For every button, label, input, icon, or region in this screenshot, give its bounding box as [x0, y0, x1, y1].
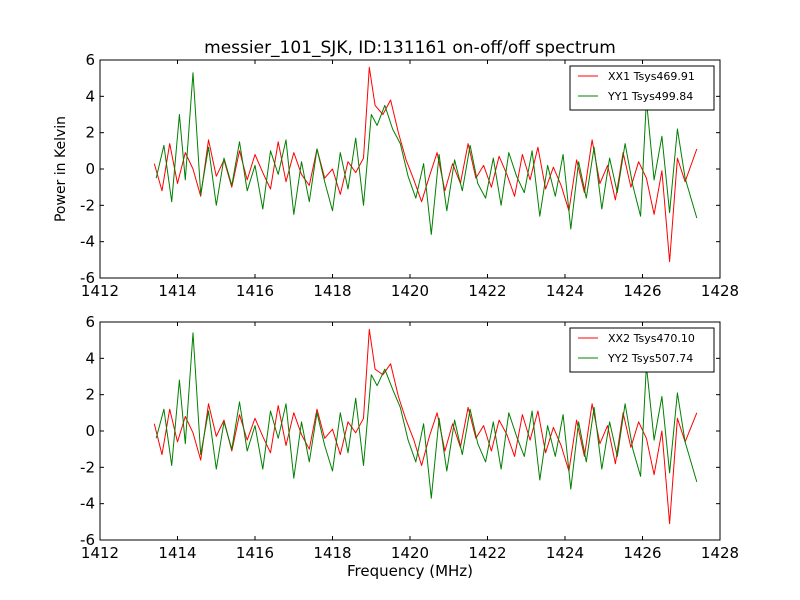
y-tick-label: 4: [85, 349, 95, 367]
x-tick-label: 1418: [313, 544, 351, 562]
y-tick-label: 0: [85, 422, 95, 440]
y-tick-label: 2: [85, 386, 95, 404]
x-tick-label: 1428: [701, 282, 739, 300]
x-tick-label: 1412: [81, 282, 119, 300]
x-tick-label: 1424: [546, 544, 584, 562]
legend: XX1 Tsys469.91 YY1 Tsys499.84: [569, 65, 715, 111]
y-tick-label: 4: [85, 87, 95, 105]
legend-entry-label: XX2 Tsys470.10: [608, 332, 695, 345]
x-tick-label: 1426: [623, 282, 661, 300]
top-y-axis-label: Power in Kelvin: [53, 116, 69, 222]
x-tick-label: 1416: [236, 282, 274, 300]
bottom-plot-area: 1412 1414 1416 1418 1420 1422 1424 1426 1428 -6 -4…: [80, 313, 739, 562]
x-tick-label: 1424: [546, 282, 584, 300]
legend-box: [569, 65, 715, 111]
legend-entry-label: YY1 Tsys499.84: [607, 90, 693, 103]
series-line-2: [155, 332, 698, 499]
series-line-2: [155, 72, 698, 235]
top-plot-area: 1412 1414 1416 1418 1420 1422 1424 1426 1428 -6 -4…: [80, 51, 739, 300]
y-tick-label: 6: [85, 313, 95, 331]
x-tick-label: 1416: [236, 544, 274, 562]
x-tick-label: 1418: [313, 282, 351, 300]
x-tick-label: 1414: [158, 544, 196, 562]
top-chart-title: messier_101_SJK, ID:131161 on-off/off sp…: [204, 38, 616, 58]
legend-entry-label: XX1 Tsys469.91: [608, 70, 695, 83]
y-tick-label: -6: [80, 269, 95, 287]
y-tick-label: 6: [85, 51, 95, 69]
y-tick-label: -6: [80, 531, 95, 549]
x-tick-label: 1420: [391, 544, 429, 562]
top-panel: messier_101_SJK, ID:131161 on-off/off sp…: [53, 38, 739, 300]
x-tick-label: 1422: [468, 544, 506, 562]
x-tick-label: 1428: [701, 544, 739, 562]
legend-entry-label: YY2 Tsys507.74: [607, 352, 693, 365]
y-tick-label: 0: [85, 160, 95, 178]
x-tick-label: 1422: [468, 282, 506, 300]
bottom-x-axis-label: Frequency (MHz): [347, 562, 473, 580]
y-tick-label: -4: [80, 495, 95, 513]
bottom-panel: Frequency (MHz) 1412 1414 1416 1418 1420 1422…: [80, 313, 739, 580]
y-tick-label: -2: [80, 196, 95, 214]
x-tick-label: 1414: [158, 282, 196, 300]
legend: XX2 Tsys470.10 YY2 Tsys507.74: [569, 327, 715, 373]
y-tick-label: -4: [80, 233, 95, 251]
x-tick-label: 1420: [391, 282, 429, 300]
legend-box: [569, 327, 715, 373]
y-tick-label: -2: [80, 458, 95, 476]
series-line-1: [153, 66, 698, 263]
x-tick-label: 1412: [81, 544, 119, 562]
y-tick-label: 2: [85, 124, 95, 142]
x-tick-label: 1426: [623, 544, 661, 562]
